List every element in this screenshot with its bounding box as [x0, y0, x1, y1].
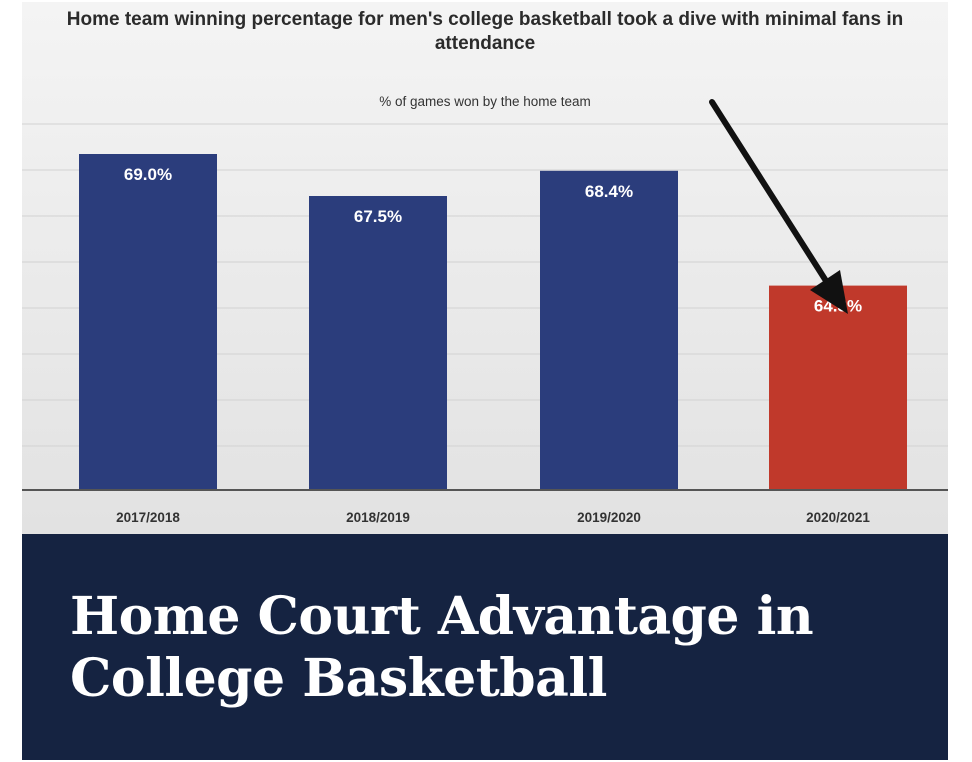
x-tick-label: 2017/2018: [116, 510, 180, 525]
chart-subtitle: % of games won by the home team: [379, 94, 591, 109]
chart-area: Home team winning percentage for men's c…: [22, 2, 948, 534]
x-tick-label: 2018/2019: [346, 510, 410, 525]
bar-2019-2020: [540, 170, 678, 491]
bar-2017-2018: [79, 154, 217, 490]
bar-2020-2021: [769, 285, 907, 490]
data-label: 67.5%: [354, 207, 402, 226]
banner-title[interactable]: Home Court Advantage in College Basketba…: [70, 586, 814, 709]
arrow-shaft: [709, 99, 831, 287]
chart-title: Home team winning percentage for men's c…: [66, 9, 904, 54]
arrow-head-icon: [810, 270, 848, 314]
x-tick-label: 2019/2020: [577, 510, 641, 525]
data-label: 69.0%: [124, 165, 172, 184]
data-label: 68.4%: [585, 182, 633, 201]
x-tick-label: 2020/2021: [806, 510, 870, 525]
title-banner: Home Court Advantage in College Basketba…: [22, 534, 948, 760]
bar-2018-2019: [309, 196, 447, 490]
article-card[interactable]: Home team winning percentage for men's c…: [22, 2, 948, 760]
bar-chart: 69.0% 2017/2018 67.5% 2018/2019 68.4% 2019/20…: [22, 99, 948, 525]
